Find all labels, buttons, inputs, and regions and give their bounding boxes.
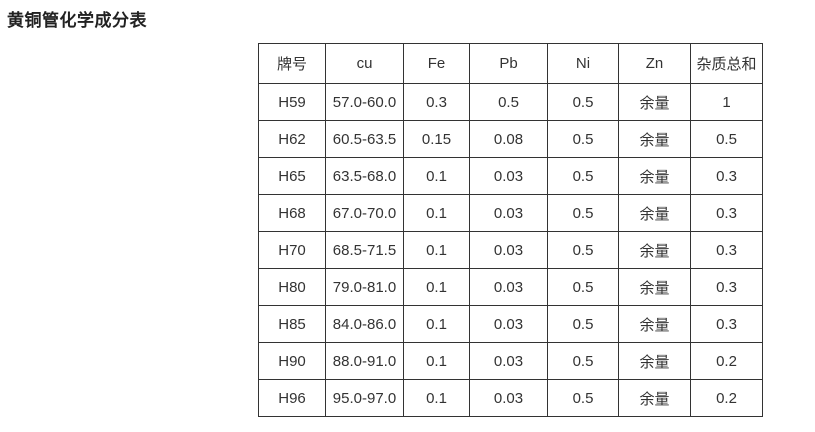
page-title: 黄铜管化学成分表 bbox=[7, 11, 147, 30]
grade-cell: H65 bbox=[258, 157, 326, 195]
table-cell: 0.1 bbox=[403, 157, 470, 195]
table-cell: 0.03 bbox=[469, 194, 548, 232]
table-cell: 余量 bbox=[618, 120, 691, 158]
table-header-row: 牌号 cu Fe Pb Ni Zn 杂质总和 bbox=[258, 43, 763, 84]
table-cell: 余量 bbox=[618, 194, 691, 232]
table-cell: 0.2 bbox=[690, 379, 763, 417]
table-cell: 84.0-86.0 bbox=[325, 305, 404, 343]
table-cell: 63.5-68.0 bbox=[325, 157, 404, 195]
table-cell: 余量 bbox=[618, 305, 691, 343]
table-cell: 0.5 bbox=[547, 379, 619, 417]
table-cell: 0.5 bbox=[469, 83, 548, 121]
table-cell: 60.5-63.5 bbox=[325, 120, 404, 158]
table-cell: 0.5 bbox=[547, 83, 619, 121]
table-header-cell: Pb bbox=[469, 43, 548, 84]
grade-cell: H68 bbox=[258, 194, 326, 232]
table-cell: 余量 bbox=[618, 379, 691, 417]
table-row: H62 60.5-63.5 0.15 0.08 0.5 余量 0.5 bbox=[258, 120, 763, 158]
table-row: H70 68.5-71.5 0.1 0.03 0.5 余量 0.3 bbox=[258, 231, 763, 269]
table-cell: 0.1 bbox=[403, 305, 470, 343]
table-cell: 0.03 bbox=[469, 157, 548, 195]
table-cell: 0.08 bbox=[469, 120, 548, 158]
table-header-cell: Ni bbox=[547, 43, 619, 84]
table-cell: 0.5 bbox=[547, 231, 619, 269]
grade-cell: H96 bbox=[258, 379, 326, 417]
table-row: H96 95.0-97.0 0.1 0.03 0.5 余量 0.2 bbox=[258, 379, 763, 417]
table-cell: 0.1 bbox=[403, 268, 470, 306]
table-cell: 余量 bbox=[618, 231, 691, 269]
grade-cell: H70 bbox=[258, 231, 326, 269]
table-cell: 0.3 bbox=[690, 268, 763, 306]
table-cell: 0.3 bbox=[690, 231, 763, 269]
table-cell: 0.5 bbox=[547, 342, 619, 380]
table-row: H90 88.0-91.0 0.1 0.03 0.5 余量 0.2 bbox=[258, 342, 763, 380]
table-header-cell: 牌号 bbox=[258, 43, 326, 84]
table-cell: 余量 bbox=[618, 83, 691, 121]
table-cell: 0.5 bbox=[547, 268, 619, 306]
table-cell: 0.03 bbox=[469, 342, 548, 380]
table-cell: 67.0-70.0 bbox=[325, 194, 404, 232]
table-cell: 0.5 bbox=[547, 157, 619, 195]
table-header-cell: cu bbox=[325, 43, 404, 84]
table-header-cell: 杂质总和 bbox=[690, 43, 763, 84]
table-cell: 0.03 bbox=[469, 268, 548, 306]
table-cell: 0.03 bbox=[469, 231, 548, 269]
grade-cell: H90 bbox=[258, 342, 326, 380]
table-cell: 0.15 bbox=[403, 120, 470, 158]
table-row: H68 67.0-70.0 0.1 0.03 0.5 余量 0.3 bbox=[258, 194, 763, 232]
table-cell: 1 bbox=[690, 83, 763, 121]
table-cell: 88.0-91.0 bbox=[325, 342, 404, 380]
table-cell: 0.03 bbox=[469, 305, 548, 343]
composition-table: 牌号 cu Fe Pb Ni Zn 杂质总和 H59 57.0-60.0 0.3 0.5 0.5 余量… bbox=[258, 43, 763, 417]
table-cell: 0.5 bbox=[547, 194, 619, 232]
table-row: H65 63.5-68.0 0.1 0.03 0.5 余量 0.3 bbox=[258, 157, 763, 195]
table-header-cell: Zn bbox=[618, 43, 691, 84]
table-cell: 余量 bbox=[618, 268, 691, 306]
table-cell: 0.1 bbox=[403, 231, 470, 269]
table-cell: 0.5 bbox=[547, 305, 619, 343]
table-cell: 57.0-60.0 bbox=[325, 83, 404, 121]
grade-cell: H85 bbox=[258, 305, 326, 343]
table-cell: 0.1 bbox=[403, 379, 470, 417]
table-row: H59 57.0-60.0 0.3 0.5 0.5 余量 1 bbox=[258, 83, 763, 121]
table-cell: 0.3 bbox=[690, 157, 763, 195]
table-row: H85 84.0-86.0 0.1 0.03 0.5 余量 0.3 bbox=[258, 305, 763, 343]
table-cell: 68.5-71.5 bbox=[325, 231, 404, 269]
table-body: H59 57.0-60.0 0.3 0.5 0.5 余量 1 H62 60.5-63.5 0.15… bbox=[258, 83, 763, 417]
table-cell: 0.3 bbox=[690, 305, 763, 343]
table-cell: 0.1 bbox=[403, 194, 470, 232]
table-header-cell: Fe bbox=[403, 43, 470, 84]
grade-cell: H80 bbox=[258, 268, 326, 306]
table-cell: 0.1 bbox=[403, 342, 470, 380]
table-cell: 余量 bbox=[618, 157, 691, 195]
grade-cell: H62 bbox=[258, 120, 326, 158]
table-cell: 0.5 bbox=[690, 120, 763, 158]
table-cell: 0.2 bbox=[690, 342, 763, 380]
table-cell: 95.0-97.0 bbox=[325, 379, 404, 417]
table-cell: 余量 bbox=[618, 342, 691, 380]
grade-cell: H59 bbox=[258, 83, 326, 121]
table-cell: 0.03 bbox=[469, 379, 548, 417]
table-cell: 0.3 bbox=[403, 83, 470, 121]
table-cell: 0.3 bbox=[690, 194, 763, 232]
table-cell: 0.5 bbox=[547, 120, 619, 158]
table-row: H80 79.0-81.0 0.1 0.03 0.5 余量 0.3 bbox=[258, 268, 763, 306]
table-cell: 79.0-81.0 bbox=[325, 268, 404, 306]
